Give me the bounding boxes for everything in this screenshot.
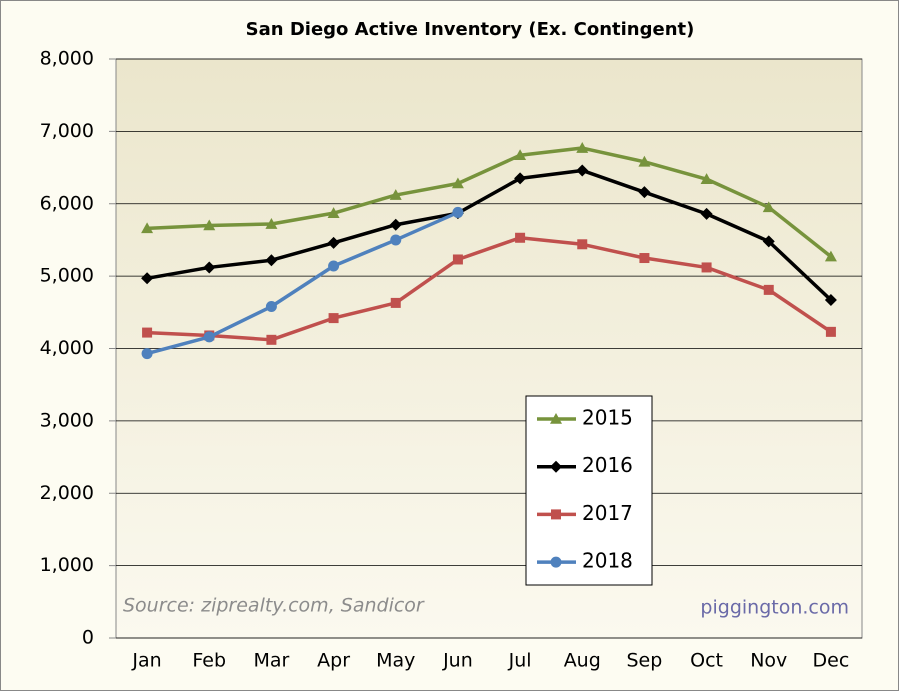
legend-label: 2015 <box>582 406 633 430</box>
marker <box>389 218 402 231</box>
y-tick-label: 8,000 <box>40 48 94 70</box>
x-tick-label: Oct <box>690 650 723 672</box>
x-tick-label: Nov <box>750 650 787 672</box>
legend <box>525 395 653 586</box>
marker <box>141 348 153 360</box>
y-tick-label: 6,000 <box>40 192 94 214</box>
marker <box>762 235 775 248</box>
marker <box>266 334 277 345</box>
x-tick-label: Aug <box>564 650 601 672</box>
source-annotation: Source: ziprealty.com, Sandicor <box>123 595 425 617</box>
x-tick-label: Sep <box>627 650 663 672</box>
marker <box>514 172 527 185</box>
x-tick-label: Jul <box>508 650 532 672</box>
marker <box>763 284 774 295</box>
marker <box>265 254 278 267</box>
marker <box>638 186 651 199</box>
legend-label: 2016 <box>582 453 633 477</box>
marker <box>265 301 277 313</box>
site-annotation: piggington.com <box>700 597 849 619</box>
y-tick-label: 3,000 <box>40 409 94 431</box>
marker <box>701 262 712 273</box>
y-tick-label: 0 <box>82 627 94 649</box>
marker <box>141 272 154 285</box>
marker <box>551 509 561 520</box>
marker <box>577 239 588 250</box>
legend-label: 2017 <box>582 501 633 525</box>
marker <box>550 460 562 473</box>
marker <box>576 164 589 177</box>
marker <box>328 313 339 324</box>
marker <box>550 556 562 568</box>
marker <box>515 232 526 243</box>
y-tick-label: 4,000 <box>40 337 94 359</box>
series-line <box>146 210 459 356</box>
grid <box>109 58 862 639</box>
marker <box>265 218 278 229</box>
marker <box>824 294 837 307</box>
y-tick-label: 1,000 <box>40 554 94 576</box>
marker <box>390 234 402 246</box>
series-lines <box>141 142 837 360</box>
y-tick-label: 7,000 <box>40 120 94 142</box>
x-tick-label: Jun <box>442 650 473 672</box>
marker <box>452 206 464 218</box>
marker <box>203 219 216 231</box>
marker <box>825 326 836 337</box>
x-tick-label: Dec <box>813 650 850 672</box>
x-tick-label: Jan <box>131 650 161 672</box>
marker <box>327 236 340 249</box>
marker <box>638 155 651 167</box>
x-tick-label: Feb <box>192 650 226 672</box>
chart-title: San Diego Active Inventory (Ex. Continge… <box>246 19 695 40</box>
x-tick-label: Mar <box>253 650 289 672</box>
marker <box>451 177 464 189</box>
x-tick-label: Apr <box>317 650 350 672</box>
legend-label: 2018 <box>582 549 633 573</box>
marker <box>390 297 401 308</box>
marker <box>203 261 216 274</box>
marker <box>452 254 463 265</box>
marker <box>389 189 402 200</box>
marker <box>550 413 562 424</box>
marker <box>328 260 340 272</box>
y-tick-label: 2,000 <box>40 482 94 504</box>
series-line <box>147 236 832 342</box>
marker <box>576 142 589 153</box>
series-line <box>147 146 833 258</box>
x-tick-label: May <box>376 650 415 672</box>
series-line <box>146 168 833 302</box>
marker <box>700 173 713 184</box>
marker <box>824 250 837 262</box>
y-tick-label: 5,000 <box>40 265 94 287</box>
marker <box>514 149 527 161</box>
marker <box>762 201 775 213</box>
marker <box>327 207 340 218</box>
marker <box>203 331 215 343</box>
marker <box>639 253 650 264</box>
marker <box>142 327 153 338</box>
marker <box>700 207 713 220</box>
marker <box>141 222 154 234</box>
